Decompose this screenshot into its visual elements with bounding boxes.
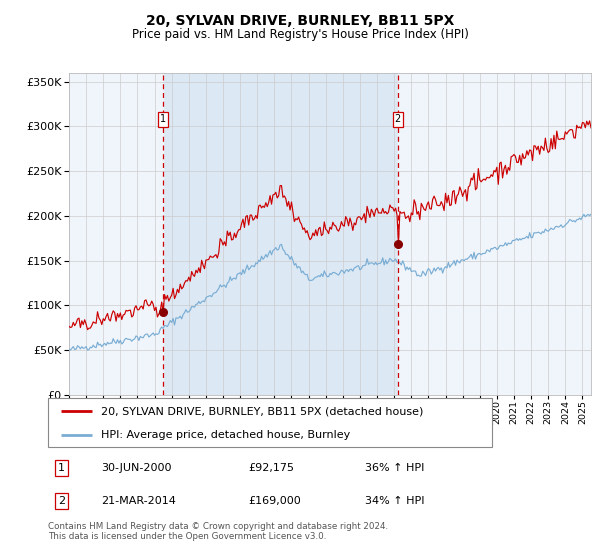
FancyBboxPatch shape	[48, 398, 492, 447]
Text: 2: 2	[395, 114, 401, 124]
Text: 20, SYLVAN DRIVE, BURNLEY, BB11 5PX: 20, SYLVAN DRIVE, BURNLEY, BB11 5PX	[146, 14, 454, 28]
Text: 20, SYLVAN DRIVE, BURNLEY, BB11 5PX (detached house): 20, SYLVAN DRIVE, BURNLEY, BB11 5PX (det…	[101, 407, 424, 417]
Text: 21-MAR-2014: 21-MAR-2014	[101, 496, 176, 506]
Bar	[163, 73, 398, 395]
Text: 36% ↑ HPI: 36% ↑ HPI	[365, 463, 424, 473]
Text: 34% ↑ HPI: 34% ↑ HPI	[365, 496, 424, 506]
Text: 1: 1	[58, 463, 65, 473]
Text: Contains HM Land Registry data © Crown copyright and database right 2024.
This d: Contains HM Land Registry data © Crown c…	[48, 522, 388, 542]
Bar	[69, 73, 163, 395]
Text: £169,000: £169,000	[248, 496, 301, 506]
Text: 30-JUN-2000: 30-JUN-2000	[101, 463, 172, 473]
Bar	[398, 73, 591, 395]
Text: £92,175: £92,175	[248, 463, 295, 473]
Text: 1: 1	[160, 114, 166, 124]
Text: 2: 2	[58, 496, 65, 506]
Text: HPI: Average price, detached house, Burnley: HPI: Average price, detached house, Burn…	[101, 430, 350, 440]
Text: Price paid vs. HM Land Registry's House Price Index (HPI): Price paid vs. HM Land Registry's House …	[131, 28, 469, 41]
